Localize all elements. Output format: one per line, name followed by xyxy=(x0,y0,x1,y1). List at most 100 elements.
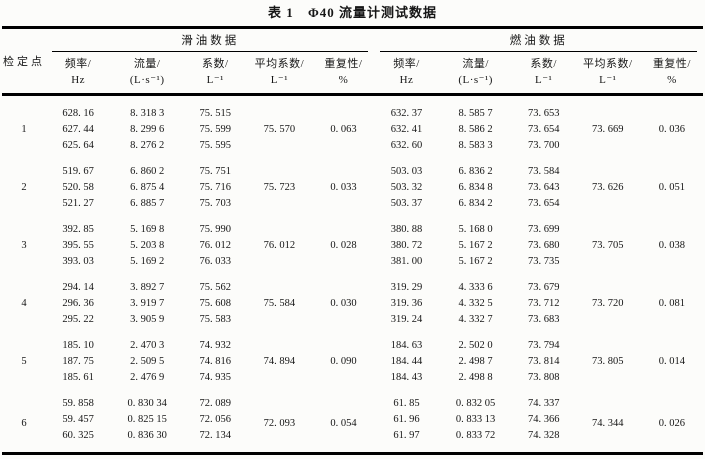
lube-oil-repeatability-value: 0. 028 xyxy=(330,240,357,251)
measurement-row: 520. 58 6. 875 4 75. 716 503. 32 6. 834 8 73.… xyxy=(2,180,703,196)
measurement-row: 3 392. 85 5. 169 8 75. 990 76. 012 0. 028 380.… xyxy=(2,212,703,251)
measurement-row: 393. 03 5. 169 2 76. 033 381. 00 5. 167 2 73.… xyxy=(2,254,703,270)
checkpoint-number: 5 xyxy=(21,356,27,367)
column-header-line1: 流量/ xyxy=(133,58,161,70)
fuel-oil-flow-value: 4. 333 6 xyxy=(458,282,493,293)
lube-oil-coefficient-value: 74. 935 xyxy=(199,372,232,383)
fuel-oil-repeatability-value: 0. 081 xyxy=(658,298,686,309)
fuel-oil-frequency-value: 503. 32 xyxy=(390,182,423,193)
fuel-oil-coefficient-value: 73. 679 xyxy=(527,282,560,293)
column-header-line2: % xyxy=(338,74,349,86)
table-caption: 表 1 Φ40 流量计测试数据 xyxy=(0,0,705,21)
lube-oil-coefficient-value: 75. 515 xyxy=(199,108,232,119)
fuel-oil-coefficient-value: 74. 337 xyxy=(527,398,560,409)
measurement-row: 6 59. 858 0. 830 34 72. 089 72. 093 0. 054 61.… xyxy=(2,386,703,429)
lube-oil-coefficient-column-header: 系数/ L⁻¹ xyxy=(184,52,247,96)
lube-oil-average-coefficient-value: 74. 894 xyxy=(263,356,296,367)
lube-oil-frequency-value: 393. 03 xyxy=(62,256,94,267)
column-header-line1: 平均系数/ xyxy=(583,58,633,70)
lube-oil-frequency-column-header: 频率/ Hz xyxy=(46,52,111,96)
column-header-line1: 系数/ xyxy=(201,58,229,70)
lube-oil-frequency-value: 625. 64 xyxy=(62,140,94,151)
lube-oil-flow-column-header: 流量/ (L·s⁻¹) xyxy=(110,52,185,96)
fuel-oil-flow-value: 8. 585 7 xyxy=(458,108,493,119)
lube-oil-frequency-value: 60. 325 xyxy=(62,430,94,441)
fuel-oil-flow-column-header: 流量/ (L·s⁻¹) xyxy=(438,52,513,96)
column-header-line2: (L·s⁻¹) xyxy=(129,74,165,86)
fuel-oil-coefficient-value: 74. 328 xyxy=(527,430,560,441)
lube-oil-average-coefficient-value: 75. 570 xyxy=(263,124,296,135)
fuel-oil-frequency-value: 380. 88 xyxy=(390,224,423,235)
measurement-row: 1 628. 16 8. 318 3 75. 515 75. 570 0. 063 632.… xyxy=(2,95,703,135)
fuel-oil-average-coefficient-value: 73. 720 xyxy=(592,298,624,309)
checkpoint-number: 3 xyxy=(21,240,27,251)
column-header-line2: Hz xyxy=(399,74,414,86)
lube-oil-flow-value: 5. 203 8 xyxy=(130,240,165,251)
measurement-row: 4 294. 14 3. 892 7 75. 562 75. 584 0. 030 319.… xyxy=(2,270,703,309)
fuel-oil-repeatability-value: 0. 051 xyxy=(658,182,686,193)
fuel-oil-frequency-value: 632. 37 xyxy=(390,108,423,119)
measurement-row: 60. 325 0. 836 30 72. 134 61. 97 0. 833 72 74… xyxy=(2,428,703,454)
lube-oil-group-header: 滑油数据 xyxy=(46,28,374,52)
column-header-line2: L⁻¹ xyxy=(599,74,617,86)
lube-oil-repeatability-value: 0. 054 xyxy=(330,418,357,429)
fuel-oil-repeatability-value: 0. 036 xyxy=(658,124,686,135)
fuel-oil-repeatability-value: 0. 026 xyxy=(658,418,686,429)
fuel-oil-coefficient-value: 73. 699 xyxy=(527,224,560,235)
fuel-oil-frequency-column-header: 频率/ Hz xyxy=(374,52,439,96)
fuel-oil-frequency-value: 61. 96 xyxy=(393,414,420,425)
checkpoint-column-header: 检定点 xyxy=(2,27,47,96)
lube-oil-frequency-value: 520. 58 xyxy=(62,182,94,193)
fuel-oil-coefficient-value: 73. 814 xyxy=(527,356,560,367)
checkpoint-number: 6 xyxy=(21,418,27,429)
column-header-line2: Hz xyxy=(71,74,86,86)
lube-oil-repeatability-value: 0. 063 xyxy=(330,124,357,135)
fuel-oil-frequency-value: 381. 00 xyxy=(390,256,423,267)
fuel-oil-frequency-value: 184. 43 xyxy=(390,372,423,383)
lube-oil-flow-value: 6. 885 7 xyxy=(130,198,165,209)
fuel-oil-coefficient-value: 73. 584 xyxy=(527,166,560,177)
lube-oil-flow-value: 2. 476 9 xyxy=(130,372,165,383)
lube-oil-group-label: 滑油数据 xyxy=(52,29,369,52)
lube-oil-flow-value: 6. 860 2 xyxy=(130,166,165,177)
lube-oil-coefficient-value: 75. 703 xyxy=(199,198,232,209)
lube-oil-frequency-value: 395. 55 xyxy=(62,240,94,251)
fuel-oil-coefficient-value: 73. 654 xyxy=(527,124,560,135)
lube-oil-repeatability-value: 0. 033 xyxy=(330,182,357,193)
fuel-oil-flow-value: 0. 833 13 xyxy=(455,414,496,425)
lube-oil-flow-value: 3. 919 7 xyxy=(130,298,165,309)
fuel-oil-average-coefficient-value: 73. 626 xyxy=(592,182,624,193)
lube-oil-flow-value: 5. 169 8 xyxy=(130,224,165,235)
lube-oil-coefficient-value: 74. 932 xyxy=(199,340,232,351)
fuel-oil-coefficient-value: 73. 735 xyxy=(527,256,560,267)
fuel-oil-repeatability-value: 0. 014 xyxy=(658,356,686,367)
fuel-oil-average-coefficient-column-header: 平均系数/ L⁻¹ xyxy=(574,52,641,96)
lube-oil-coefficient-value: 75. 608 xyxy=(199,298,232,309)
column-header-line2: L⁻¹ xyxy=(206,74,224,86)
checkpoint-number: 2 xyxy=(21,182,27,193)
lube-oil-coefficient-value: 72. 089 xyxy=(199,398,232,409)
column-header-line1: 重复性/ xyxy=(652,58,691,70)
measurement-row: 2 519. 67 6. 860 2 75. 751 75. 723 0. 033 503.… xyxy=(2,154,703,193)
lube-oil-frequency-value: 296. 36 xyxy=(62,298,94,309)
fuel-oil-average-coefficient-value: 74. 344 xyxy=(592,418,624,429)
fuel-oil-frequency-value: 632. 41 xyxy=(390,124,423,135)
fuel-oil-frequency-value: 380. 72 xyxy=(390,240,423,251)
fuel-oil-flow-value: 2. 498 7 xyxy=(458,356,493,367)
table-header: 检定点 滑油数据 燃油数据 频率/ Hz 流量/ (L·s⁻¹) 系数 xyxy=(2,27,703,96)
fuel-oil-flow-value: 4. 332 7 xyxy=(458,314,493,325)
lube-oil-flow-value: 6. 875 4 xyxy=(130,182,165,193)
lube-oil-flow-value: 8. 276 2 xyxy=(130,140,165,151)
fuel-oil-flow-value: 6. 834 8 xyxy=(458,182,493,193)
column-header-line1: 频率/ xyxy=(393,58,420,70)
lube-oil-flow-value: 0. 836 30 xyxy=(127,430,167,441)
lube-oil-flow-value: 2. 470 3 xyxy=(130,340,165,351)
lube-oil-flow-value: 2. 509 5 xyxy=(130,356,165,367)
fuel-oil-average-coefficient-value: 73. 705 xyxy=(592,240,624,251)
fuel-oil-frequency-value: 184. 63 xyxy=(390,340,423,351)
measurement-row: 521. 27 6. 885 7 75. 703 503. 37 6. 834 2 73.… xyxy=(2,196,703,212)
lube-oil-frequency-value: 185. 61 xyxy=(62,372,94,383)
column-header-line1: 系数/ xyxy=(530,58,557,70)
fuel-oil-flow-value: 5. 168 0 xyxy=(458,224,493,235)
lube-oil-flow-value: 3. 892 7 xyxy=(130,282,165,293)
